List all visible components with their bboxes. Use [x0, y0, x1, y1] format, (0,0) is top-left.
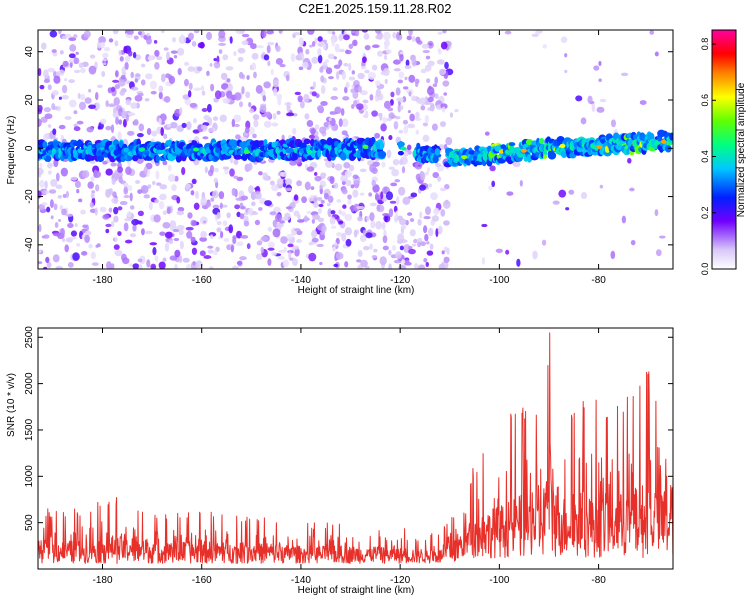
spectrogram-x-label: Height of straight line (km)	[298, 285, 415, 296]
colorbar-tick-label: 0.6	[700, 94, 710, 107]
snr-x-tick-label: -180	[92, 575, 112, 586]
spectrogram-x-tick-label: -80	[591, 275, 606, 286]
snr-y-ticks: 500 1000 1500 2000 2500	[24, 326, 673, 531]
snr-y-label-rendered: SNR (10 * v/v)	[6, 373, 17, 437]
snr-x-tick-label: -100	[489, 575, 509, 586]
spectrogram-x-tick-label: -180	[92, 275, 112, 286]
snr-y-tick-label: 2500	[24, 326, 35, 349]
page-title: C2E1.2025.159.11.28.R02	[298, 1, 452, 16]
spectrogram-image	[38, 30, 673, 269]
snr-series-line	[38, 332, 673, 564]
colorbar-ticks: 0.0 0.2 0.4 0.6 0.8	[700, 38, 716, 275]
snr-chart: -180 -160 -140 -120 -100 -80 500 1000 1500 2000 2…	[6, 326, 674, 596]
colorbar-label: Normalized spectral amplitude	[736, 82, 747, 217]
colorbar-tick-label: 0.2	[700, 207, 710, 220]
snr-x-tick-label: -160	[192, 575, 212, 586]
spectrogram-x-tick-label: -100	[489, 275, 509, 286]
spectrogram-y-tick-label: -20	[24, 189, 35, 204]
snr-y-tick-label: 1000	[24, 465, 35, 488]
colorbar-tick-label: 0.0	[700, 263, 710, 276]
spectrogram-chart: -180 -160 -140 -120 -100 -80 -40 -20 0 20 40 Heig…	[6, 29, 747, 296]
snr-x-tick-label: -140	[291, 575, 311, 586]
snr-x-ticks: -180 -160 -140 -120 -100 -80	[92, 328, 606, 586]
snr-y-tick-label: 500	[24, 514, 35, 531]
spectrogram-x-tick-label: -120	[390, 275, 410, 286]
spectrogram-x-tick-label: -140	[291, 275, 311, 286]
spectrogram-y-ticks: -40 -20 0 20 40	[24, 46, 673, 252]
colorbar	[711, 29, 737, 270]
snr-y-tick-label: 1500	[24, 418, 35, 441]
spectrogram-y-tick-label: 20	[24, 94, 35, 106]
snr-y-tick-label: 2000	[24, 372, 35, 395]
spectrogram-x-tick-label: -160	[192, 275, 212, 286]
colorbar-tick-label: 0.8	[700, 38, 710, 51]
snr-x-label: Height of straight line (km)	[298, 585, 415, 596]
colorbar-tick-label: 0.4	[700, 150, 710, 163]
spectrogram-y-tick-label: -40	[24, 237, 35, 252]
spectrogram-y-tick-label: 40	[24, 46, 35, 58]
snr-x-tick-label: -80	[591, 575, 606, 586]
snr-x-tick-label: -120	[390, 575, 410, 586]
snr-frame	[37, 327, 674, 570]
spectrogram-frame	[37, 29, 674, 270]
spectrogram-y-tick-label: 0	[24, 145, 35, 151]
spectrogram-x-ticks: -180 -160 -140 -120 -100 -80	[92, 30, 606, 286]
spectrogram-y-label: Frequency (Hz)	[6, 116, 17, 185]
